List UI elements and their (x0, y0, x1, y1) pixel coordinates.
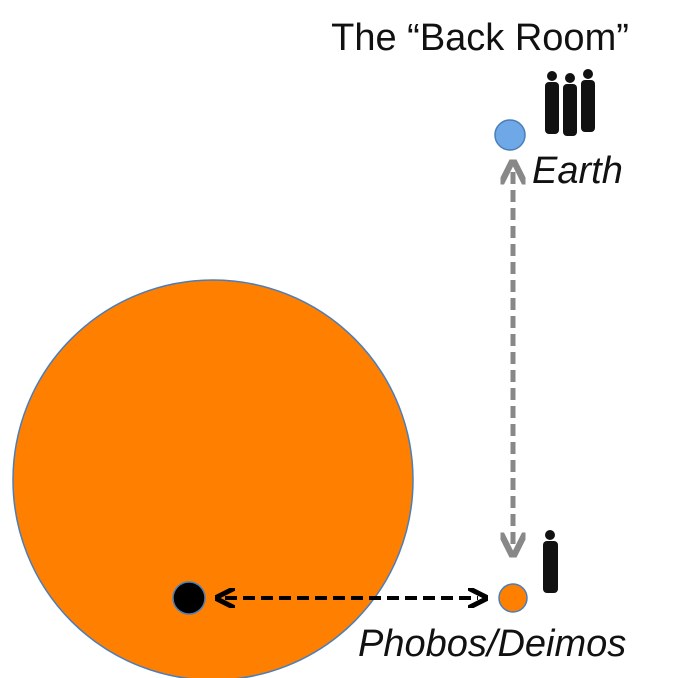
moon-label: Phobos/Deimos (358, 623, 626, 665)
mars (12, 279, 414, 678)
mars-base (172, 581, 206, 615)
title: The “Back Room” (331, 17, 629, 59)
earth-label: Earth (532, 150, 623, 192)
people-group (545, 69, 595, 136)
earth (494, 119, 526, 151)
moon (498, 583, 528, 613)
person (543, 530, 558, 593)
